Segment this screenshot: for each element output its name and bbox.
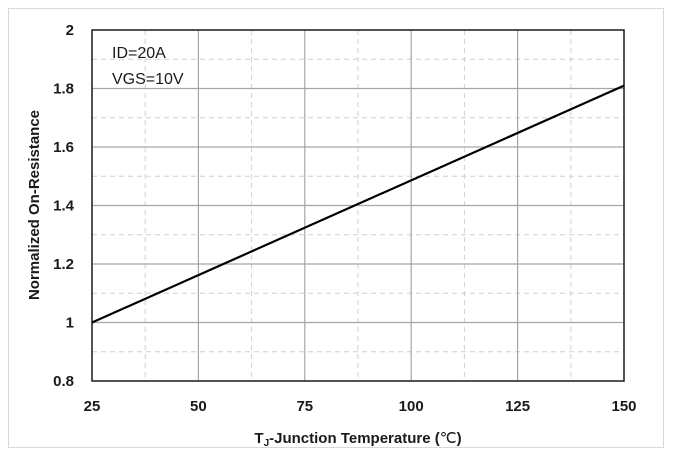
y-tick-label: 2 (66, 22, 74, 39)
y-tick-label: 1.6 (53, 139, 74, 156)
x-axis-label-close: ) (457, 430, 462, 447)
x-axis-label-subscript: J (264, 438, 270, 449)
x-tick-label: 100 (399, 398, 424, 415)
x-tick-labels: 25 50 75 100 125 150 (84, 398, 637, 415)
annotations: ID=20A VGS=10V (112, 45, 184, 88)
y-tick-label: 1.8 (53, 81, 74, 98)
series-line (91, 84, 625, 324)
plot-area-border (91, 29, 625, 382)
x-axis-label-unit: ℃ (440, 430, 457, 447)
x-axis-label-rest: -Junction Temperature ( (269, 430, 440, 447)
x-tick-label: 50 (190, 398, 207, 415)
series-group (91, 84, 625, 324)
y-tick-label: 1 (66, 315, 74, 332)
y-tick-label: 1.2 (53, 256, 74, 273)
x-axis-label-main: T (254, 430, 263, 447)
y-tick-label: 1.4 (53, 198, 75, 215)
x-tick-label: 75 (296, 398, 313, 415)
x-tick-label: 125 (505, 398, 530, 415)
x-axis-label: TJ-Junction Temperature (℃) (254, 430, 461, 449)
x-tick-label: 25 (84, 398, 101, 415)
chart-annotation: ID=20A (112, 45, 166, 62)
major-grid (92, 30, 624, 381)
y-tick-label: 0.8 (53, 373, 74, 390)
y-tick-labels: 0.8 1 1.2 1.4 1.6 1.8 2 (53, 22, 75, 390)
chart-annotation: VGS=10V (112, 71, 184, 88)
x-tick-label: 150 (611, 398, 636, 415)
y-axis-label: Normalized On-Resistance (26, 110, 43, 300)
chart-frame (8, 8, 664, 448)
